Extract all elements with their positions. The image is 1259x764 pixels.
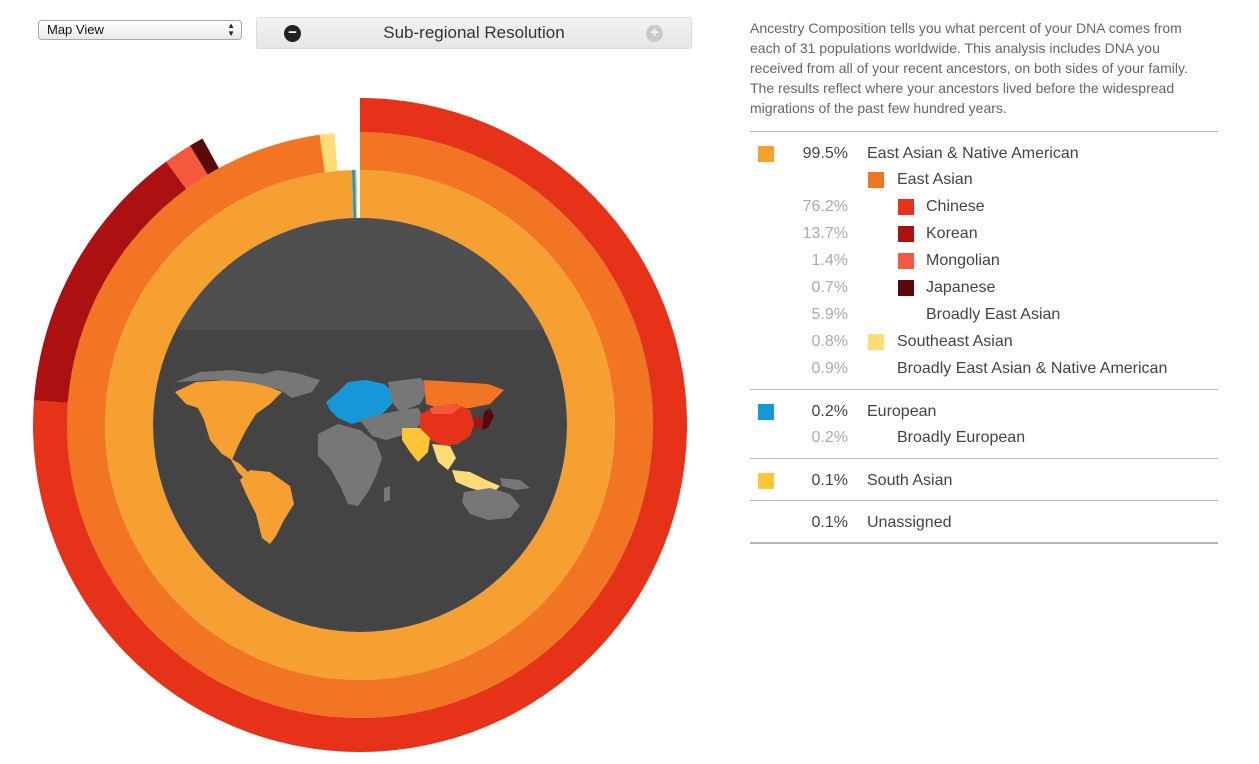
map-europe	[326, 380, 394, 424]
map-new-guinea	[500, 478, 530, 490]
map-north-asia	[388, 378, 430, 412]
legend-percent: 13.7%	[802, 225, 848, 242]
map-south-asia	[402, 428, 430, 462]
map-china	[420, 404, 474, 446]
map-north-america	[175, 380, 282, 460]
legend-row[interactable]: 13.7% Korean	[750, 220, 1218, 247]
resolution-bar: Sub-regional Resolution − +	[256, 17, 692, 49]
legend-population-name: European	[867, 403, 937, 420]
legend-percent: 0.7%	[811, 279, 848, 296]
view-select[interactable]: Map View ▲ ▼	[38, 20, 242, 40]
legend-percent: 0.2%	[811, 403, 848, 420]
map-mongolia	[430, 404, 462, 414]
map-japan	[482, 408, 494, 430]
donut-segment-unassigned[interactable]	[356, 170, 359, 219]
legend-row[interactable]: 0.8% Southeast Asian	[750, 328, 1218, 355]
map-australia	[462, 488, 520, 520]
map-south-america	[240, 470, 294, 544]
donut-segment-japanese[interactable]	[190, 138, 219, 175]
legend-swatch	[868, 171, 884, 188]
legend-population-name: Korean	[926, 225, 978, 242]
legend-row[interactable]: 0.7% Japanese	[750, 274, 1218, 301]
legend-group: 0.2% European 0.2% Broadly European	[750, 389, 1218, 458]
legend-row[interactable]: 1.4% Mongolian	[750, 247, 1218, 274]
legend-population-name: Unassigned	[867, 514, 952, 531]
legend-row[interactable]: East Asian	[750, 166, 1218, 193]
legend-population-name: Japanese	[926, 279, 996, 296]
select-arrows-icon: ▲ ▼	[227, 21, 235, 38]
legend-population-name: Broadly East Asian	[926, 306, 1061, 323]
donut-segment-southeast-asian[interactable]	[319, 133, 338, 173]
legend-percent: 76.2%	[802, 198, 848, 215]
legend-group: 0.1% South Asian	[750, 458, 1218, 500]
legend-swatch	[758, 473, 774, 489]
legend-row[interactable]: 0.1% South Asian	[750, 469, 1218, 493]
legend-percent: 0.8%	[811, 333, 848, 350]
legend-row[interactable]: 5.9% Broadly East Asian	[750, 301, 1218, 328]
legend-swatch	[898, 225, 914, 242]
legend-population-name: East Asian	[897, 171, 973, 188]
legend-row[interactable]: 0.9% Broadly East Asian & Native American	[750, 355, 1218, 382]
map-southeast-asia	[432, 444, 500, 494]
donut-segment-european[interactable]	[351, 170, 357, 219]
legend-percent: 0.2%	[811, 429, 848, 446]
legend-population-name: Southeast Asian	[897, 333, 1013, 350]
map-madagascar	[384, 486, 390, 502]
legend-swatch	[758, 146, 774, 162]
legend-percent: 99.5%	[802, 145, 848, 162]
plus-circle-icon[interactable]: +	[646, 25, 663, 42]
map-arctic-north-america	[176, 370, 320, 398]
legend-percent: 1.4%	[811, 252, 848, 269]
legend-row[interactable]: 99.5% East Asian & Native American	[750, 142, 1218, 166]
legend-swatch	[898, 198, 914, 215]
legend-swatch	[868, 333, 884, 350]
legend-group: 0.1% Unassigned	[750, 500, 1218, 544]
resolution-label: Sub-regional Resolution	[383, 23, 565, 42]
donut-segment-mongolian[interactable]	[166, 145, 208, 190]
legend-row[interactable]: 76.2% Chinese	[750, 193, 1218, 220]
ancestry-description: Ancestry Composition tells you what perc…	[750, 20, 1188, 116]
donut-rings	[32, 98, 688, 752]
legend-row[interactable]: 0.1% Unassigned	[750, 511, 1218, 535]
legend-group: 99.5% East Asian & Native American East As…	[750, 131, 1218, 389]
legend-population-name: Mongolian	[926, 252, 1000, 269]
minus-circle-icon[interactable]: −	[284, 25, 301, 42]
map-korea	[474, 416, 482, 430]
map-africa	[318, 424, 382, 506]
legend-swatch	[758, 404, 774, 420]
legend-percent: 0.9%	[811, 360, 848, 377]
legend-row[interactable]: 0.2% European	[750, 400, 1218, 424]
legend-population-name: Broadly East Asian & Native American	[897, 360, 1168, 377]
legend-row[interactable]: 0.2% Broadly European	[750, 424, 1218, 451]
legend-swatch	[898, 279, 914, 296]
donut-segment-south-asian[interactable]	[355, 170, 358, 219]
ancestry-donut-chart	[32, 98, 688, 752]
world-map	[153, 218, 567, 632]
legend-population-name: South Asian	[867, 472, 953, 489]
legend-population-name: Chinese	[926, 198, 985, 215]
view-select-value: Map View	[47, 22, 104, 37]
ancestry-legend: 99.5% East Asian & Native American East As…	[750, 131, 1218, 544]
legend-population-name: East Asian & Native American	[867, 145, 1079, 162]
legend-percent: 5.9%	[811, 306, 848, 323]
legend-population-name: Broadly European	[897, 429, 1026, 446]
legend-percent: 0.1%	[811, 514, 848, 531]
donut-segment-korean[interactable]	[33, 161, 187, 403]
legend-swatch	[898, 252, 914, 269]
map-siberia	[424, 380, 504, 410]
legend-percent: 0.1%	[811, 472, 848, 489]
